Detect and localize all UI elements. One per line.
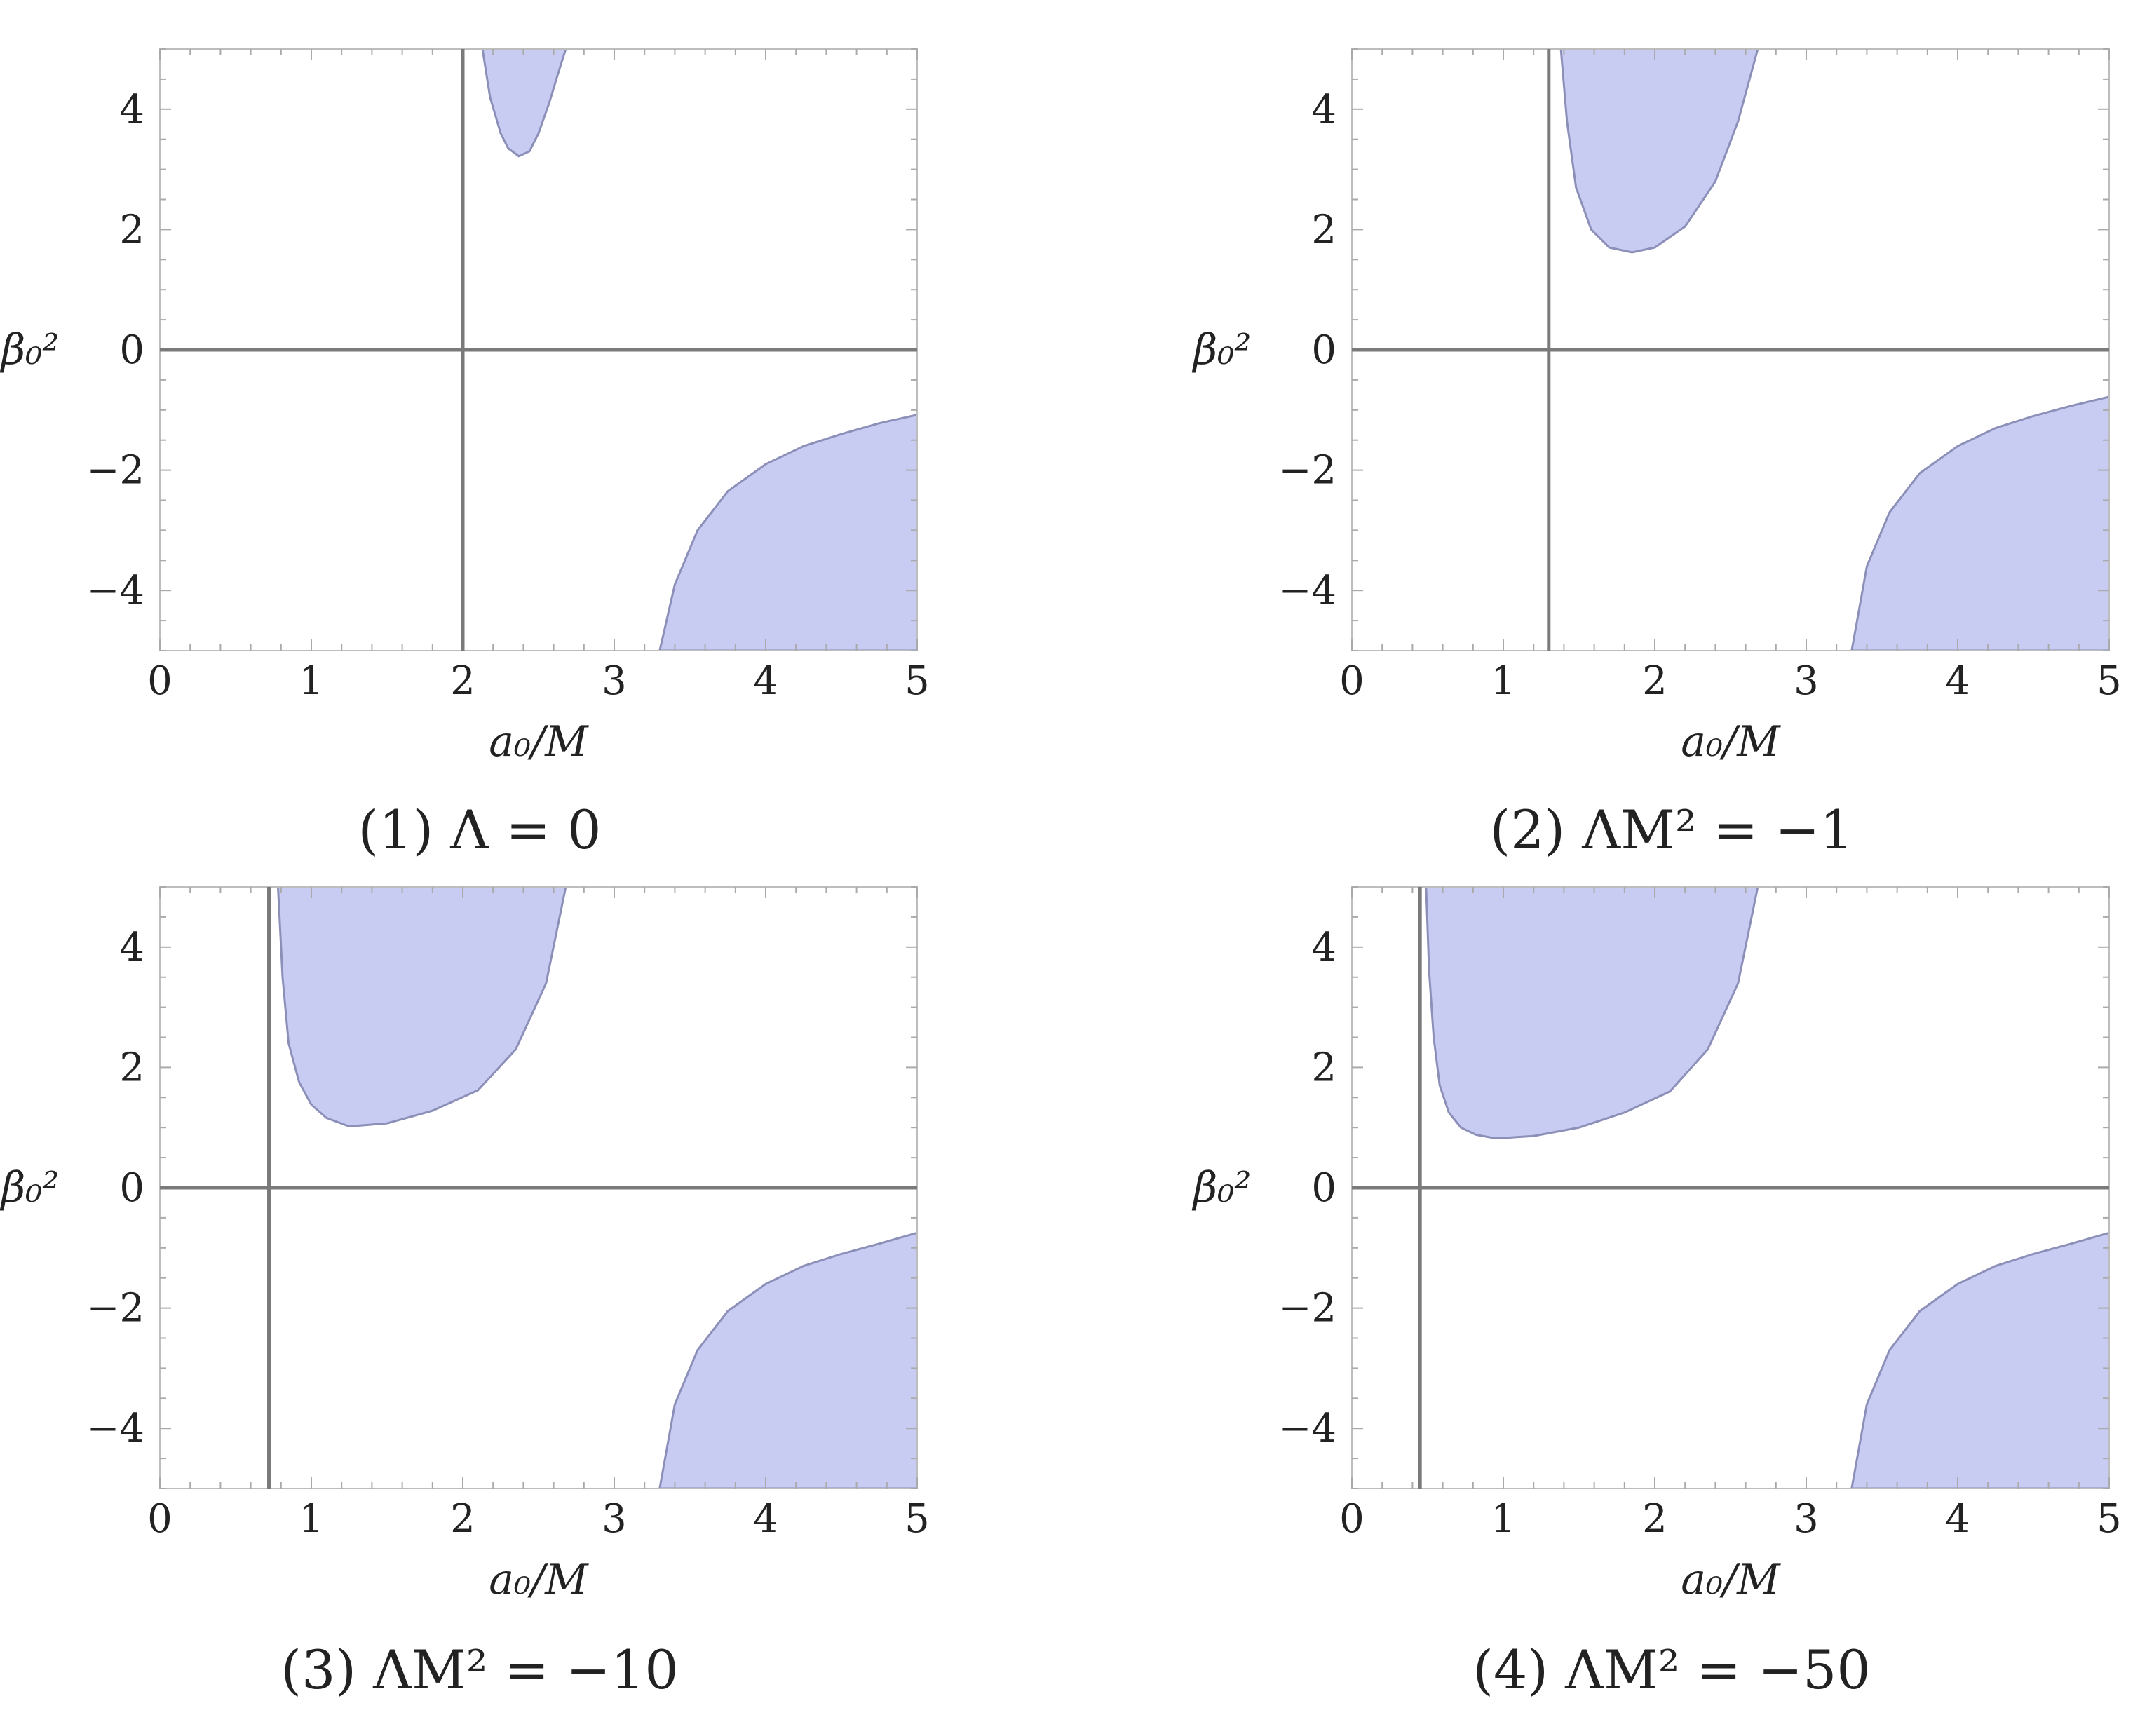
panel-1: 0 1 2 3 4 5 −4 −2 0 2 4 a₀/M β₀² (1) Λ = 0: [0, 48, 930, 861]
y-tick-label: 0: [119, 1165, 144, 1211]
y-tick-label: −2: [86, 448, 144, 494]
x-tick-label: 0: [147, 1496, 172, 1542]
x-tick-label: 2: [1642, 658, 1667, 704]
y-tick-label: −2: [1278, 448, 1336, 494]
x-tick-label: 4: [753, 658, 778, 704]
panel-caption: (4) ΛM² = −50: [1472, 1639, 1870, 1701]
panel-3: 0 1 2 3 4 5 −4 −2 0 2 4 a₀/M β₀² (3) ΛM² = −10: [0, 886, 930, 1701]
x-tick-label: 1: [1491, 658, 1516, 704]
y-axis-label: β₀²: [1192, 325, 1252, 374]
x-tick-label: 3: [1794, 1496, 1819, 1542]
region-lower: [658, 414, 917, 651]
region-upper: [1425, 887, 1759, 1140]
y-tick-label: 2: [119, 1045, 144, 1090]
y-tick-label: 0: [119, 327, 144, 373]
x-tick-label: 2: [450, 1496, 475, 1542]
y-tick-label: 0: [1311, 1165, 1336, 1211]
y-tick-label: −4: [1278, 1406, 1336, 1451]
x-tick-label: 5: [905, 658, 930, 704]
x-tick-label: 5: [905, 1496, 930, 1542]
x-tick-label: 2: [1642, 1496, 1667, 1542]
y-tick-label: −4: [1278, 568, 1336, 613]
panel-4: 0 1 2 3 4 5 −4 −2 0 2 4 a₀/M β₀² (4) ΛM² = −50: [1192, 886, 2122, 1701]
x-tick-label: 0: [147, 658, 172, 704]
y-tick-label: 2: [119, 207, 144, 252]
y-tick-label: 4: [1311, 925, 1336, 970]
y-tick-label: 4: [119, 925, 144, 970]
y-axis-label: β₀²: [1192, 1163, 1252, 1212]
y-tick-label: 0: [1311, 327, 1336, 373]
y-tick-label: 4: [1311, 87, 1336, 133]
x-tick-label: 5: [2097, 658, 2122, 704]
y-tick-label: −4: [86, 1406, 144, 1451]
x-tick-label: 3: [1794, 658, 1819, 704]
x-tick-label: 0: [1339, 658, 1364, 704]
x-tick-label: 4: [753, 1496, 778, 1542]
region-upper: [1559, 49, 1759, 254]
y-axis-label: β₀²: [0, 325, 59, 374]
x-tick-label: 1: [299, 658, 324, 704]
region-lower: [1850, 395, 2109, 651]
panel-caption: (1) Λ = 0: [358, 799, 601, 861]
region-lower: [658, 1231, 917, 1489]
x-axis-label: a₀/M: [1681, 1555, 1781, 1604]
region-upper: [276, 887, 567, 1128]
panel-caption: (3) ΛM² = −10: [280, 1639, 678, 1701]
x-tick-label: 3: [602, 1496, 627, 1542]
panel-2: 0 1 2 3 4 5 −4 −2 0 2 4 a₀/M β₀² (2) ΛM² = −1: [1192, 48, 2122, 861]
region-lower: [1850, 1231, 2109, 1489]
x-axis-label: a₀/M: [1681, 717, 1781, 766]
y-tick-label: −2: [1278, 1286, 1336, 1331]
x-tick-label: 3: [602, 658, 627, 704]
x-tick-label: 4: [1945, 658, 1970, 704]
x-tick-label: 0: [1339, 1496, 1364, 1542]
panel-caption: (2) ΛM² = −1: [1489, 799, 1853, 861]
y-tick-label: 2: [1311, 1045, 1336, 1090]
y-tick-label: −2: [86, 1286, 144, 1331]
y-axis-label: β₀²: [0, 1163, 59, 1212]
y-tick-label: −4: [86, 568, 144, 613]
region-upper: [481, 49, 567, 158]
x-tick-label: 4: [1945, 1496, 1970, 1542]
y-tick-label: 2: [1311, 207, 1336, 252]
x-axis-label: a₀/M: [489, 717, 589, 766]
x-tick-label: 5: [2097, 1496, 2122, 1542]
y-tick-label: 4: [119, 87, 144, 133]
x-axis-label: a₀/M: [489, 1555, 589, 1604]
x-tick-label: 1: [1491, 1496, 1516, 1542]
x-tick-label: 2: [450, 658, 475, 704]
x-tick-label: 1: [299, 1496, 324, 1542]
